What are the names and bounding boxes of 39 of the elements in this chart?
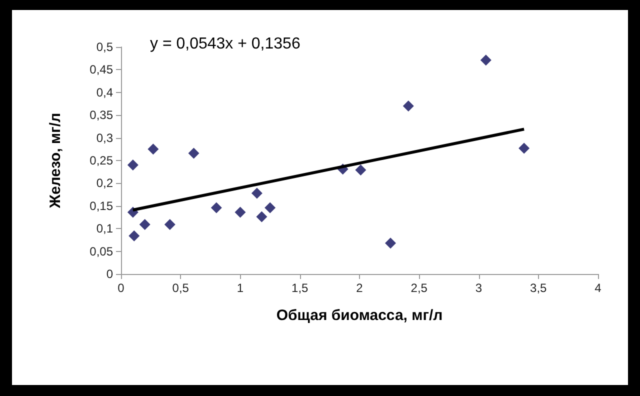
y-tick-label: 0 bbox=[106, 267, 114, 281]
point bbox=[251, 188, 262, 199]
x-tick-label: 4 bbox=[594, 281, 602, 295]
x-tick-label: 3,5 bbox=[530, 281, 548, 295]
y-tick-label: 0,15 bbox=[90, 198, 114, 213]
point bbox=[355, 164, 366, 176]
point bbox=[164, 219, 176, 230]
y-tick-label: 0,35 bbox=[90, 108, 114, 122]
y-tick-label: 0,25 bbox=[90, 154, 114, 168]
x-tick-label: 2 bbox=[356, 281, 364, 295]
y-tick-label: 0,4 bbox=[96, 85, 114, 100]
y-tick-label: 0,3 bbox=[96, 130, 114, 145]
y-tick-label: 0,1 bbox=[96, 222, 114, 236]
point bbox=[128, 230, 140, 242]
point bbox=[385, 238, 396, 249]
point bbox=[139, 219, 150, 230]
point bbox=[264, 202, 276, 214]
x-axis-title: Общая биомасса, мг/л bbox=[276, 307, 443, 324]
point bbox=[127, 160, 138, 171]
point bbox=[148, 144, 159, 155]
annotation: y = 0,0543x + 0,1356 bbox=[150, 36, 300, 52]
point bbox=[256, 211, 268, 222]
point bbox=[480, 54, 492, 66]
y-tick-label: 0,5 bbox=[96, 40, 114, 54]
point bbox=[188, 148, 200, 159]
y-tick-label: 0,2 bbox=[96, 176, 114, 190]
point bbox=[518, 142, 530, 154]
y-axis-title: Железо, мг/л bbox=[47, 112, 64, 210]
point bbox=[210, 202, 222, 214]
x-tick-label: 2,5 bbox=[410, 281, 428, 295]
x-tick-label: 1,5 bbox=[292, 281, 309, 295]
x-tick-label: 3 bbox=[475, 281, 482, 295]
x-tick-label: 0,5 bbox=[172, 281, 190, 295]
point bbox=[402, 100, 414, 112]
y-tick-label: 0,45 bbox=[90, 62, 114, 77]
point bbox=[234, 206, 246, 218]
x-tick-label: 1 bbox=[236, 281, 244, 295]
y-tick-label: 0,05 bbox=[90, 244, 114, 258]
x-tick-label: 0 bbox=[118, 281, 125, 295]
